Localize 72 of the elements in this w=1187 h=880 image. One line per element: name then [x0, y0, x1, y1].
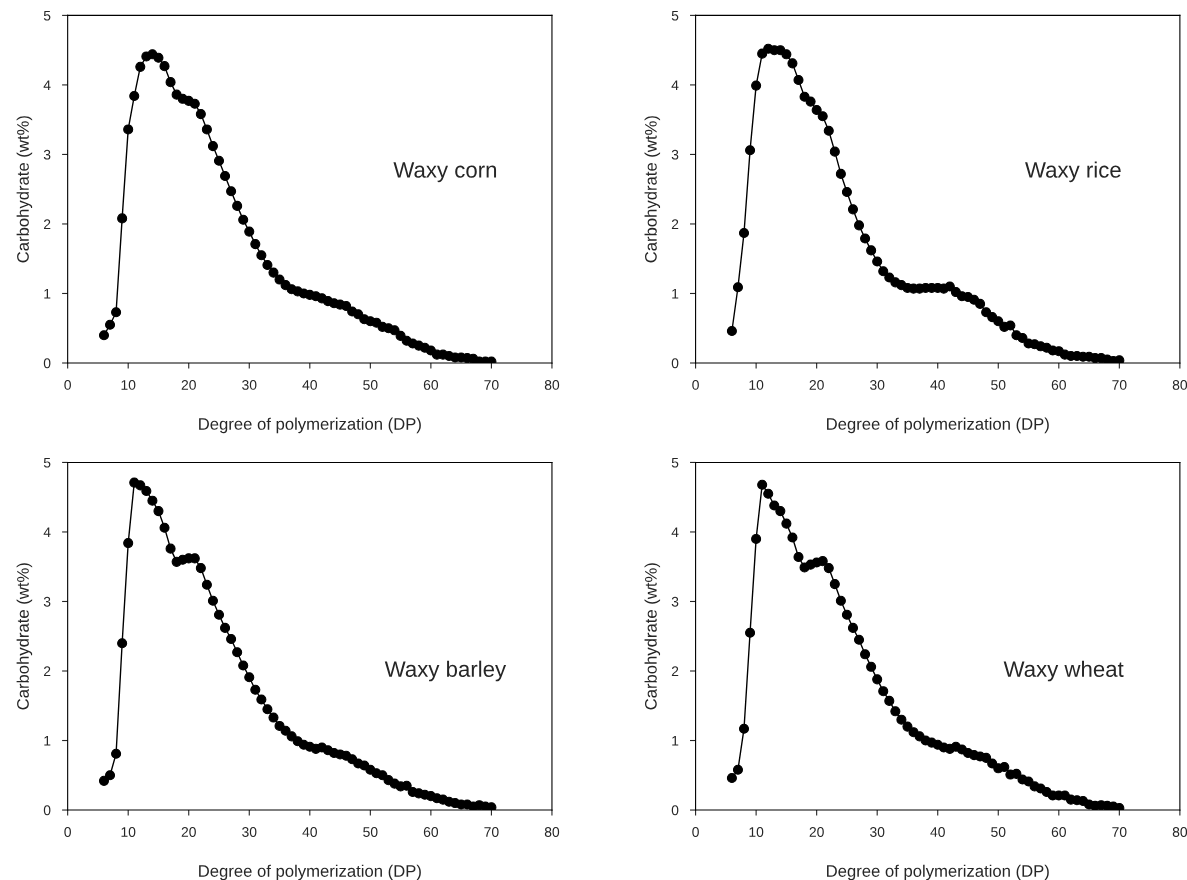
x-axis-title: Degree of polymerization (DP)	[827, 417, 1049, 434]
x-tick-label: 70	[1112, 380, 1127, 390]
y-axis-title: Carbohydrate (wt%)	[16, 563, 33, 710]
x-tick-label: 60	[1051, 380, 1066, 390]
x-axis-title: Degree of polymerization (DP)	[199, 417, 421, 434]
x-tick-label: 20	[809, 827, 824, 837]
x-tick-label: 10	[749, 827, 764, 837]
y-axis-title: Carbohydrate (wt%)	[644, 116, 661, 263]
x-tick-label: 50	[363, 827, 378, 837]
x-tick-label: 0	[64, 827, 71, 837]
y-tick-label: 1	[672, 736, 679, 746]
x-tick-label: 10	[121, 380, 136, 390]
x-tick-label: 0	[692, 380, 699, 390]
x-tick-label: 50	[363, 380, 378, 390]
y-tick-label: 5	[671, 457, 679, 468]
x-tick-label: 60	[423, 827, 439, 837]
x-tick-label: 0	[692, 827, 699, 837]
y-axis-title: Carbohydrate (wt%)	[644, 563, 661, 710]
x-tick-label: 40	[302, 827, 317, 837]
y-tick-label: 0	[43, 358, 51, 369]
y-tick-label: 2	[43, 666, 51, 677]
y-tick-label: 5	[671, 10, 679, 21]
annotation: Waxy barley	[384, 660, 507, 682]
x-tick-label: 30	[242, 827, 257, 837]
x-tick-label: 40	[302, 380, 317, 390]
x-tick-label: 40	[930, 380, 945, 390]
x-tick-label: 10	[749, 380, 764, 390]
y-tick-label: 3	[671, 149, 679, 160]
y-tick-label: 2	[43, 219, 51, 229]
annotation: Waxy wheat	[1003, 660, 1124, 682]
x-tick-label: 70	[1112, 827, 1127, 837]
annotation: Waxy corn	[393, 162, 497, 183]
x-tick-label: 80	[1172, 380, 1187, 390]
x-tick-label: 60	[423, 380, 439, 390]
y-tick-label: 4	[43, 527, 51, 537]
y-tick-label: 3	[671, 596, 679, 607]
y-tick-label: 4	[671, 527, 679, 537]
x-tick-label: 30	[870, 380, 885, 390]
x-tick-label: 20	[809, 380, 824, 390]
y-tick-label: 4	[43, 80, 51, 90]
y-tick-label: 1	[672, 288, 679, 299]
y-tick-label: 4	[671, 80, 679, 90]
x-tick-label: 20	[181, 380, 196, 390]
annotation: Waxy rice	[1025, 161, 1121, 183]
x-tick-label: 50	[991, 827, 1006, 837]
y-tick-label: 0	[671, 805, 679, 816]
y-tick-label: 5	[43, 10, 51, 21]
y-tick-label: 0	[43, 805, 51, 816]
x-tick-label: 80	[544, 827, 560, 837]
y-tick-label: 2	[671, 666, 679, 677]
x-tick-label: 70	[484, 827, 499, 837]
x-tick-label: 30	[870, 827, 885, 837]
x-tick-label: 0	[64, 380, 71, 390]
y-tick-label: 1	[44, 288, 51, 299]
x-tick-label: 80	[544, 380, 560, 390]
y-tick-label: 5	[43, 457, 51, 468]
y-tick-label: 0	[671, 358, 679, 369]
x-tick-label: 40	[930, 827, 945, 837]
y-tick-label: 3	[43, 596, 51, 607]
y-axis-title: Carbohydrate (wt%)	[16, 116, 33, 263]
x-tick-label: 80	[1172, 827, 1187, 837]
x-tick-label: 30	[242, 380, 257, 390]
x-tick-label: 60	[1051, 827, 1066, 837]
y-tick-label: 2	[671, 219, 679, 229]
x-tick-label: 50	[991, 380, 1006, 390]
x-axis-title: Degree of polymerization (DP)	[199, 864, 421, 880]
y-tick-label: 3	[43, 149, 51, 160]
x-tick-label: 10	[121, 827, 136, 837]
x-axis-title: Degree of polymerization (DP)	[827, 864, 1049, 880]
x-tick-label: 70	[484, 380, 499, 390]
y-tick-label: 1	[44, 736, 51, 746]
x-tick-label: 20	[181, 827, 196, 837]
